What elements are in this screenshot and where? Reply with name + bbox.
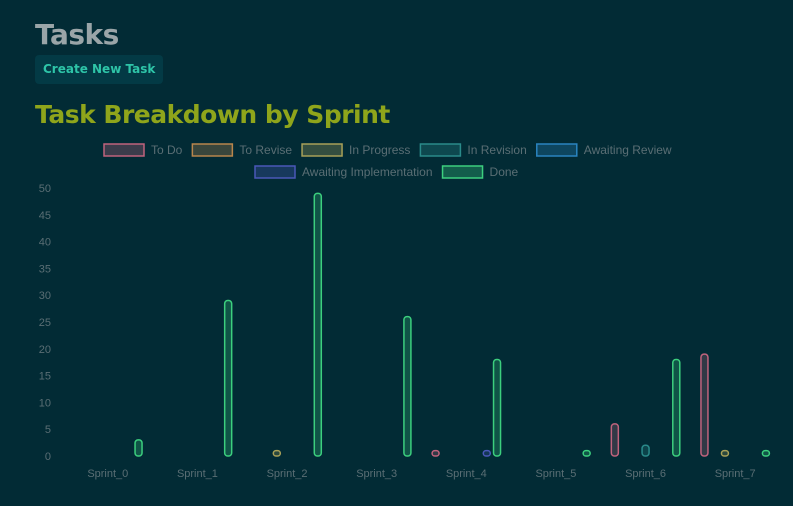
legend-label: In Revision — [467, 143, 526, 157]
bar-in-revision-sprint-6[interactable] — [641, 444, 650, 457]
legend-item-in-progress[interactable]: In Progress — [301, 143, 410, 157]
y-tick-label: 30 — [39, 290, 51, 302]
legend-item-to-revise[interactable]: To Revise — [191, 143, 292, 157]
x-tick-label: Sprint_6 — [625, 468, 666, 480]
legend-item-awaiting-review[interactable]: Awaiting Review — [536, 143, 672, 157]
x-tick-label: Sprint_4 — [446, 468, 487, 480]
y-axis: 0 5 10 15 20 25 30 35 40 45 50 — [39, 183, 51, 463]
legend-item-awaiting-implementation[interactable]: Awaiting Implementation — [254, 165, 433, 179]
legend-label: Awaiting Implementation — [302, 165, 433, 179]
bar-done-sprint-3[interactable] — [403, 315, 412, 457]
create-new-task-button[interactable]: Create New Task — [35, 55, 164, 84]
bar-done-sprint-1[interactable] — [223, 299, 233, 457]
y-tick-label: 50 — [39, 183, 51, 195]
legend-item-to-do[interactable]: To Do — [103, 143, 183, 157]
bar-to-do-sprint-6[interactable] — [610, 423, 620, 457]
bar-done-sprint-4[interactable] — [492, 358, 502, 457]
legend-label: To Do — [151, 143, 183, 157]
bar-done-sprint-0[interactable] — [134, 439, 143, 457]
x-tick-label: Sprint_5 — [535, 468, 576, 480]
x-axis: Sprint_0 Sprint_1 Sprint_2 Sprint_3 Sprint_4… — [87, 468, 755, 480]
y-tick-label: 0 — [45, 451, 51, 463]
bar-in-progress-sprint-7[interactable] — [720, 449, 730, 457]
legend-swatch — [301, 143, 343, 157]
legend-label: Done — [490, 165, 519, 179]
y-tick-label: 20 — [39, 344, 51, 356]
x-tick-label: Sprint_2 — [267, 468, 308, 480]
bar-done-sprint-5[interactable] — [582, 449, 591, 457]
chart-legend: To Do To Revise In Progress In Revision Awai… — [103, 143, 672, 179]
page-title: Tasks — [35, 18, 119, 51]
legend-item-done[interactable]: Done — [441, 165, 519, 179]
y-tick-label: 25 — [39, 317, 51, 329]
legend-swatch — [441, 165, 484, 179]
y-tick-label: 15 — [39, 371, 51, 383]
legend-swatch — [254, 165, 296, 179]
legend-label: Awaiting Review — [584, 143, 672, 157]
legend-swatch — [419, 143, 462, 157]
x-tick-label: Sprint_1 — [177, 468, 218, 480]
chart-bars — [134, 192, 771, 457]
x-tick-label: Sprint_7 — [715, 468, 756, 480]
y-tick-label: 10 — [39, 397, 51, 409]
chart-title: Task Breakdown by Sprint — [35, 100, 390, 129]
legend-label: In Progress — [349, 143, 410, 157]
legend-label: To Revise — [239, 143, 292, 157]
legend-swatch — [103, 143, 145, 157]
x-tick-label: Sprint_0 — [87, 468, 128, 480]
y-tick-label: 35 — [39, 263, 51, 275]
legend-swatch — [536, 143, 578, 157]
bar-done-sprint-2[interactable] — [313, 192, 323, 457]
bar-in-progress-sprint-2[interactable] — [272, 449, 282, 457]
legend-swatch — [191, 143, 234, 157]
y-tick-label: 5 — [45, 424, 51, 436]
bar-to-do-sprint-4[interactable] — [431, 449, 440, 457]
y-tick-label: 45 — [39, 210, 51, 222]
legend-item-in-revision[interactable]: In Revision — [419, 143, 527, 157]
bar-awaiting-implementation-sprint-4[interactable] — [482, 449, 492, 457]
bar-done-sprint-6[interactable] — [672, 358, 681, 457]
bar-to-do-sprint-7[interactable] — [700, 353, 709, 457]
x-tick-label: Sprint_3 — [356, 468, 397, 480]
y-tick-label: 40 — [39, 237, 51, 249]
bar-done-sprint-7[interactable] — [761, 449, 771, 457]
